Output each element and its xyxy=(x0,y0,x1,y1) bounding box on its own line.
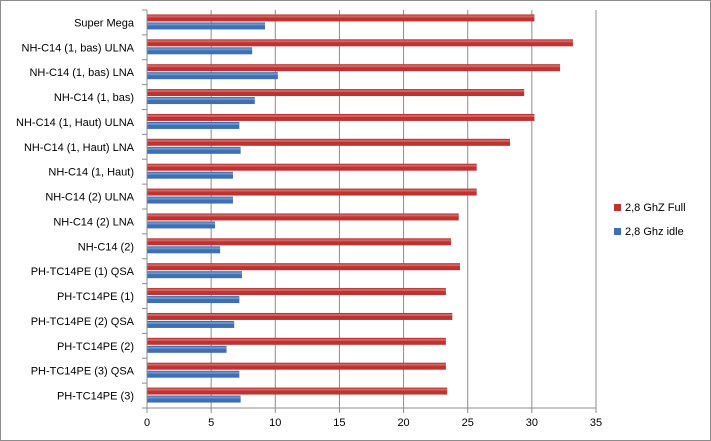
bar-full xyxy=(147,14,535,22)
category-label: PH-TC14PE (3) QSA xyxy=(31,366,135,378)
bar-full xyxy=(147,113,535,121)
x-tick-label: 35 xyxy=(590,417,602,429)
category-label: NH-C14 (2) LNA xyxy=(53,216,134,228)
bar-idle xyxy=(147,47,253,55)
bar-highlight xyxy=(147,40,573,43)
category-label: NH-C14 (1, bas) ULNA xyxy=(22,42,135,54)
bar-idle xyxy=(147,370,240,378)
bar-full xyxy=(147,39,573,47)
bar-full xyxy=(147,188,477,196)
legend: 2,8 GhZ Full 2,8 Ghz idle xyxy=(614,202,686,238)
bar-idle xyxy=(147,345,227,353)
bar-highlight xyxy=(147,289,446,292)
bar-highlight xyxy=(147,189,477,192)
category-label: PH-TC14PE (3) xyxy=(57,391,134,403)
x-tick-label: 25 xyxy=(462,417,474,429)
bar-idle xyxy=(147,97,255,105)
bar-idle xyxy=(147,121,240,129)
bar-idle xyxy=(147,246,221,254)
x-tick-label: 15 xyxy=(333,417,345,429)
bar-highlight xyxy=(147,222,215,225)
bar-highlight xyxy=(147,321,235,324)
bar-highlight xyxy=(147,172,233,175)
bar-highlight xyxy=(147,388,448,391)
bar-highlight xyxy=(147,264,461,267)
bar-idle xyxy=(147,22,266,30)
bar-highlight xyxy=(147,164,477,167)
bar-idle xyxy=(147,395,241,403)
x-tick-label: 5 xyxy=(208,417,214,429)
legend-label: 2,8 GhZ Full xyxy=(625,202,686,214)
bar-full xyxy=(147,362,446,370)
bar-full xyxy=(147,337,446,345)
bar-idle xyxy=(147,146,241,154)
bar-full xyxy=(147,89,525,97)
bar-full xyxy=(147,288,446,296)
bar-highlight xyxy=(147,98,255,101)
bar-full xyxy=(147,263,461,271)
bar-idle xyxy=(147,72,278,80)
axes xyxy=(142,9,597,413)
bar-highlight xyxy=(147,147,241,150)
bar-idle xyxy=(147,171,233,179)
bar-idle xyxy=(147,271,242,279)
bar-highlight xyxy=(147,396,241,399)
category-label: NH-C14 (2) ULNA xyxy=(45,192,134,204)
category-label: Super Mega xyxy=(74,17,135,29)
bar-full xyxy=(147,163,477,171)
category-label: NH-C14 (1, bas) xyxy=(54,92,134,104)
bar-full xyxy=(147,138,511,146)
bar-highlight xyxy=(147,90,525,93)
category-labels: Super Mega NH-C14 (1, bas) ULNA NH-C14 (1,… xyxy=(16,17,135,402)
bar-idle xyxy=(147,221,215,229)
category-label: PH-TC14PE (2) QSA xyxy=(31,316,135,328)
bar-idle xyxy=(147,296,240,304)
bar-highlight xyxy=(147,23,266,26)
bar-highlight xyxy=(147,297,240,300)
bar-highlight xyxy=(147,247,221,250)
x-tick-label: 10 xyxy=(269,417,281,429)
bar-full xyxy=(147,238,452,246)
bar-highlight xyxy=(147,139,511,142)
bar-highlight xyxy=(147,371,240,374)
x-tick-label: 20 xyxy=(397,417,409,429)
category-label: NH-C14 (1, Haut) ULNA xyxy=(16,117,135,129)
bar-full xyxy=(147,312,453,320)
bar-highlight xyxy=(147,338,446,341)
bar-highlight xyxy=(147,313,453,316)
category-label: PH-TC14PE (1) xyxy=(57,291,134,303)
category-label: NH-C14 (1, bas) LNA xyxy=(29,67,134,79)
bar-highlight xyxy=(147,346,227,349)
x-tick-labels: 0 5 10 15 20 25 30 35 xyxy=(144,417,602,429)
bar-full xyxy=(147,387,448,395)
category-label: NH-C14 (1, Haut) xyxy=(48,167,134,179)
legend-swatch xyxy=(614,204,621,211)
bar-full xyxy=(147,64,561,72)
bar-highlight xyxy=(147,122,240,125)
bar-highlight xyxy=(147,48,253,51)
bar-highlight xyxy=(147,65,561,68)
bar-highlight xyxy=(147,272,242,275)
x-tick-label: 30 xyxy=(526,417,538,429)
category-label: NH-C14 (2) xyxy=(78,241,134,253)
bar-highlight xyxy=(147,214,459,217)
legend-swatch xyxy=(614,228,621,235)
bar-highlight xyxy=(147,73,278,76)
bar-highlight xyxy=(147,197,233,200)
bar-highlight xyxy=(147,114,535,117)
bar-highlight xyxy=(147,15,535,18)
category-label: NH-C14 (1, Haut) LNA xyxy=(24,142,135,154)
bars xyxy=(147,14,573,403)
category-label: PH-TC14PE (2) xyxy=(57,341,134,353)
bar-highlight xyxy=(147,239,452,242)
bar-highlight xyxy=(147,363,446,366)
bar-full xyxy=(147,213,459,221)
legend-label: 2,8 Ghz idle xyxy=(625,226,684,238)
category-label: PH-TC14PE (1) QSA xyxy=(31,266,135,278)
x-tick-label: 0 xyxy=(144,417,150,429)
bar-idle xyxy=(147,196,233,204)
bar-idle xyxy=(147,320,235,328)
